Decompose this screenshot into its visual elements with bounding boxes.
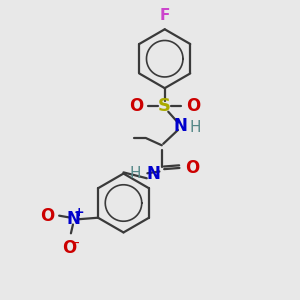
Text: +: +	[74, 206, 85, 219]
Text: N: N	[174, 117, 188, 135]
Text: S: S	[158, 98, 171, 116]
Text: H: H	[130, 166, 142, 181]
Text: O: O	[63, 239, 77, 257]
Text: N: N	[67, 210, 81, 228]
Text: O: O	[185, 159, 199, 177]
Text: F: F	[160, 8, 170, 23]
Text: ⁻: ⁻	[72, 239, 80, 254]
Text: N: N	[147, 165, 160, 183]
Text: O: O	[129, 98, 143, 116]
Text: O: O	[186, 98, 200, 116]
Text: O: O	[40, 207, 54, 225]
Text: H: H	[190, 119, 201, 134]
